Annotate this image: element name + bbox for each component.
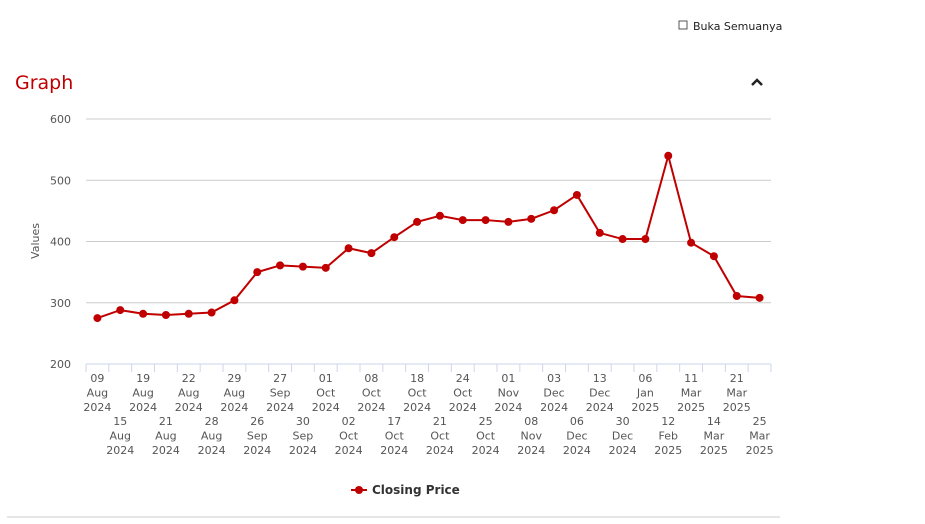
x-tick-label: 09 Aug 2024 bbox=[83, 372, 111, 414]
x-tick-label: 28 Aug 2024 bbox=[198, 415, 226, 457]
data-point bbox=[93, 314, 102, 323]
x-tick-label: 13 Dec 2024 bbox=[586, 372, 614, 414]
collapse-chevron[interactable] bbox=[751, 78, 763, 86]
y-tick-label: 500 bbox=[50, 174, 71, 187]
x-tick-label: 24 Oct 2024 bbox=[449, 372, 477, 414]
data-point bbox=[732, 292, 741, 301]
x-tick-label: 01 Nov 2024 bbox=[494, 372, 522, 414]
data-point bbox=[253, 268, 262, 277]
x-tick-label: 19 Aug 2024 bbox=[129, 372, 157, 414]
data-point bbox=[504, 217, 513, 226]
data-point bbox=[139, 309, 148, 318]
x-tick-label: 01 Oct 2024 bbox=[312, 372, 340, 414]
data-point bbox=[116, 306, 125, 315]
x-tick-label: 21 Mar 2025 bbox=[723, 372, 751, 414]
section-title: Graph bbox=[15, 72, 73, 94]
x-tick-label: 25 Mar 2025 bbox=[746, 415, 774, 457]
x-tick-label: 03 Dec 2024 bbox=[540, 372, 568, 414]
x-tick-label: 11 Mar 2025 bbox=[677, 372, 705, 414]
data-point bbox=[618, 235, 627, 244]
data-point bbox=[298, 262, 307, 271]
data-point bbox=[161, 311, 170, 319]
y-axis-label: Values bbox=[29, 223, 42, 259]
data-point bbox=[550, 206, 559, 215]
data-point bbox=[595, 228, 604, 237]
data-point bbox=[641, 235, 650, 244]
x-tick-label: 08 Nov 2024 bbox=[517, 415, 545, 457]
data-point bbox=[321, 263, 330, 272]
y-tick-label: 300 bbox=[50, 297, 71, 310]
x-tick-label: 06 Dec 2024 bbox=[563, 415, 591, 457]
x-tick-label: 25 Oct 2024 bbox=[472, 415, 500, 457]
x-tick-label: 06 Jan 2025 bbox=[631, 372, 659, 414]
x-tick-label: 08 Oct 2024 bbox=[357, 372, 385, 414]
data-point bbox=[367, 249, 376, 258]
data-point bbox=[709, 252, 718, 261]
x-tick-label: 21 Aug 2024 bbox=[152, 415, 180, 457]
data-point bbox=[184, 309, 193, 318]
x-tick-label: 30 Sep 2024 bbox=[289, 415, 317, 457]
x-tick-label: 29 Aug 2024 bbox=[220, 372, 248, 414]
checkbox[interactable] bbox=[678, 20, 688, 30]
data-point bbox=[413, 217, 422, 226]
x-tick-label: 26 Sep 2024 bbox=[243, 415, 271, 457]
legend-marker bbox=[355, 486, 363, 494]
x-tick-label: 12 Feb 2025 bbox=[654, 415, 682, 457]
data-point bbox=[572, 190, 581, 199]
data-point bbox=[458, 216, 467, 225]
x-tick-label: 15 Aug 2024 bbox=[106, 415, 134, 457]
x-tick-label: 14 Mar 2025 bbox=[700, 415, 728, 457]
data-point bbox=[207, 308, 216, 317]
x-tick-label: 22 Aug 2024 bbox=[175, 372, 203, 414]
x-tick-label: 21 Oct 2024 bbox=[426, 415, 454, 457]
checkbox-label[interactable]: Buka Semuanya bbox=[693, 20, 782, 33]
x-tick-label: 30 Dec 2024 bbox=[609, 415, 637, 457]
data-point bbox=[276, 261, 285, 270]
data-point bbox=[755, 293, 764, 302]
data-point bbox=[435, 211, 444, 220]
legend-label: Closing Price bbox=[372, 483, 460, 497]
data-point bbox=[527, 214, 536, 223]
data-point bbox=[481, 216, 490, 225]
x-tick-label: 18 Oct 2024 bbox=[403, 372, 431, 414]
data-point bbox=[687, 238, 696, 247]
data-point bbox=[664, 151, 673, 160]
y-tick-label: 200 bbox=[50, 358, 71, 371]
data-point bbox=[390, 233, 399, 242]
y-tick-label: 400 bbox=[50, 236, 71, 249]
x-tick-label: 17 Oct 2024 bbox=[380, 415, 408, 457]
data-point bbox=[230, 296, 239, 305]
x-tick-label: 27 Sep 2024 bbox=[266, 372, 294, 414]
data-point bbox=[344, 244, 353, 253]
x-tick-label: 02 Oct 2024 bbox=[335, 415, 363, 457]
y-tick-label: 600 bbox=[50, 113, 71, 126]
